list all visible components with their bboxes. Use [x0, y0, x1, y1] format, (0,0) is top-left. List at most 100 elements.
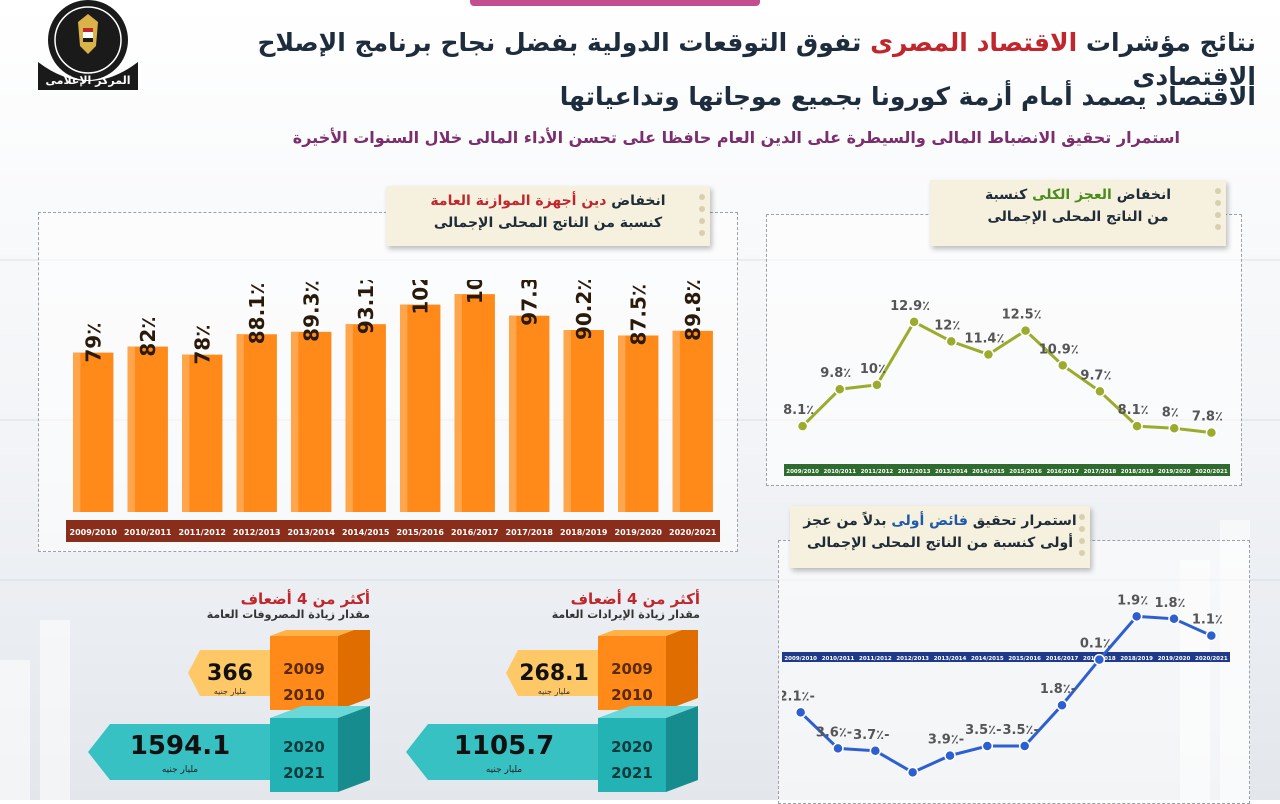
- surplus-value-label: -3.5٪: [1002, 723, 1038, 738]
- surplus-category-label: 2015/2016: [1008, 656, 1041, 662]
- debt-bar-chart: 79٪ 2009/2010 82٪ 2010/2011 78٪ 2011/2012 88.1…: [66, 280, 720, 542]
- debt-bar-label: 89.8٪: [681, 280, 705, 341]
- debt-bar-highlight: [454, 294, 462, 512]
- debt-category-label: 2017/2018: [506, 528, 554, 537]
- deficit-point: [1094, 385, 1106, 398]
- main-headline: نتائج مؤشرات الاقتصاد المصرى تفوق التوقع…: [176, 26, 1257, 94]
- surplus-point: [981, 740, 994, 752]
- deficit-chart-panel: [766, 214, 1242, 486]
- surplus-value-label: -3.5٪: [965, 723, 1001, 738]
- expenditure-new-unit: مليار جنيه: [162, 765, 198, 775]
- tag-dots: [1213, 188, 1221, 236]
- deficit-value-label: 10.9٪: [1039, 342, 1079, 357]
- debt-bar-highlight: [236, 334, 244, 512]
- debt-bar-label: 93.1٪: [354, 280, 378, 334]
- surplus-point: [1168, 613, 1180, 625]
- debt-bar-highlight: [73, 352, 81, 512]
- debt-bar-label: 88.1٪: [245, 283, 269, 345]
- deficit-value-label: 9.7٪: [1080, 368, 1111, 383]
- deficit-category-label: 2018/2019: [1121, 469, 1154, 475]
- debt-category-label: 2015/2016: [397, 528, 445, 537]
- deficit-point: [1057, 359, 1069, 372]
- deficit-value-label: 12.5٪: [1002, 308, 1042, 323]
- deficit-tag-line2: من الناتج المحلى الإجمالى: [987, 209, 1169, 225]
- expenditure-old-year-b: 2010: [283, 686, 325, 704]
- debt-bar-label: 108٪: [463, 280, 487, 304]
- surplus-point: [1093, 653, 1106, 666]
- tag-dots: [1077, 514, 1085, 562]
- surplus-value-label: -3.9٪: [928, 733, 964, 748]
- deficit-point: [834, 383, 846, 395]
- surplus-point: [794, 706, 807, 719]
- surplus-point: [1018, 740, 1031, 752]
- debt-bar-highlight: [127, 346, 135, 512]
- revenue-blocks: 268.1 مليار جنيه 2009 2010 1105.7 مليار …: [406, 630, 698, 792]
- deficit-value-label: 12.9٪: [890, 299, 930, 314]
- revenue-new-value: 1105.7: [454, 731, 554, 761]
- deficit-line: [801, 319, 1212, 435]
- deficit-year-strip: [784, 464, 1230, 476]
- deficit-category-label: 2011/2012: [861, 469, 894, 475]
- deficit-category-label: 2013/2014: [935, 469, 968, 475]
- surplus-category-label: 2009/2010: [784, 656, 817, 662]
- deficit-point: [1131, 420, 1143, 432]
- deficit-value-label: 11.4٪: [964, 331, 1004, 346]
- surplus-point: [1056, 699, 1068, 711]
- debt-category-label: 2018/2019: [560, 528, 608, 537]
- secondary-headline: الاقتصاد يصمد أمام أزمة كورونا بجميع موج…: [559, 82, 1256, 111]
- revenue-summary-heading: أكثر من 4 أضعاف مقدار زيادة الإيرادات ال…: [530, 590, 700, 621]
- debt-year-strip: [66, 520, 720, 542]
- deficit-tag-suffix: كنسبة: [984, 187, 1028, 203]
- revenue-old-year-b: 2010: [611, 686, 653, 704]
- revenue-title: أكثر من 4 أضعاف: [570, 590, 700, 608]
- surplus-year-strip: [782, 652, 1230, 662]
- deficit-category-label: 2015/2016: [1009, 469, 1042, 475]
- deficit-category-label: 2016/2017: [1046, 469, 1079, 475]
- revenue-old-unit: مليار جنيه: [538, 687, 570, 696]
- surplus-point: [832, 742, 844, 755]
- expenditure-new-value: 1594.1: [130, 731, 230, 761]
- subheadline: استمرار تحقيق الانضباط المالى والسيطرة ع…: [292, 128, 1180, 147]
- debt-tag-prefix: انخفاض: [611, 193, 666, 209]
- surplus-value-label: 1.8٪: [1155, 596, 1186, 611]
- surplus-category-label: 2014/2015: [971, 656, 1004, 662]
- deficit-category-label: 2020/2021: [1195, 469, 1228, 475]
- surplus-tag-suffix: بدلاً من عجز: [803, 513, 887, 529]
- surplus-category-label: 2018/2019: [1120, 656, 1153, 662]
- deficit-point: [1205, 426, 1218, 439]
- deficit-category-label: 2010/2011: [823, 469, 856, 475]
- debt-bar-highlight: [618, 335, 626, 512]
- debt-bar-highlight: [509, 315, 517, 512]
- surplus-value-label: 1.9٪: [1117, 593, 1148, 608]
- debt-category-label: 2019/2020: [615, 528, 663, 537]
- debt-bar-highlight: [672, 330, 680, 512]
- debt-category-label: 2009/2010: [70, 528, 118, 537]
- expenditure-subtitle: مقدار زيادة المصروفات العامة: [206, 608, 370, 621]
- deficit-value-label: 9.8٪: [820, 366, 851, 381]
- expenditure-old-unit: مليار جنيه: [214, 687, 246, 696]
- surplus-category-label: 2016/2017: [1046, 656, 1079, 662]
- surplus-point: [944, 749, 956, 762]
- surplus-point: [1205, 629, 1218, 642]
- headline-accent: الاقتصاد المصرى: [870, 28, 1078, 57]
- deficit-category-label: 2017/2018: [1084, 469, 1117, 475]
- debt-bar-highlight: [345, 324, 353, 512]
- debt-bar-label: 79٪: [81, 323, 105, 363]
- surplus-category-label: 2013/2014: [934, 656, 967, 662]
- revenue-subtitle: مقدار زيادة الإيرادات العامة: [551, 608, 700, 621]
- deficit-value-label: 10٪: [860, 362, 886, 377]
- surplus-point: [1130, 610, 1143, 623]
- surplus-value-label: -3.6٪: [816, 725, 852, 740]
- expenditure-old-value: 366: [207, 661, 253, 686]
- debt-bar-label: 102.8٪: [408, 280, 432, 315]
- revenue-old-year-a: 2009: [611, 660, 653, 678]
- revenue-old-value: 268.1: [519, 661, 589, 686]
- deficit-point: [871, 379, 883, 391]
- surplus-category-label: 2010/2011: [822, 656, 855, 662]
- expenditure-title: أكثر من 4 أضعاف: [240, 590, 370, 608]
- surplus-category-label: 2011/2012: [859, 656, 892, 662]
- deficit-point: [945, 335, 957, 348]
- headline-part1: نتائج مؤشرات: [1085, 28, 1256, 57]
- debt-category-label: 2013/2014: [288, 528, 336, 537]
- debt-category-label: 2014/2015: [342, 528, 390, 537]
